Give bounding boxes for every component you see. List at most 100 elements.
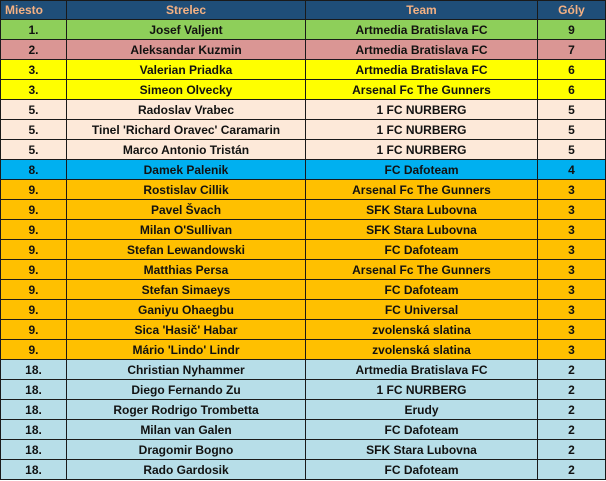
team-cell: Artmedia Bratislava FC	[305, 19, 538, 40]
scorer-cell: Tinel 'Richard Oravec' Caramarin	[66, 119, 306, 140]
table-row: 9. Sica 'Hasič' Habar zvolenská slatina …	[0, 319, 606, 340]
goals-cell: 2	[537, 439, 606, 460]
header-rank: Miesto	[0, 0, 67, 20]
goals-cell: 5	[537, 99, 606, 120]
rank-cell: 3.	[0, 59, 67, 80]
goals-cell: 2	[537, 399, 606, 420]
goals-cell: 9	[537, 19, 606, 40]
scorer-cell: Mário 'Lindo' Lindr	[66, 339, 306, 360]
scorer-cell: Stefan Lewandowski	[66, 239, 306, 260]
header-scorer: Strelec	[66, 0, 306, 20]
scorer-cell: Simeon Olvecky	[66, 79, 306, 100]
goals-cell: 6	[537, 79, 606, 100]
goals-cell: 4	[537, 159, 606, 180]
goals-cell: 3	[537, 279, 606, 300]
table-row: 18. Milan van Galen FC Dafoteam 2	[0, 419, 606, 440]
rank-cell: 5.	[0, 139, 67, 160]
team-cell: FC Dafoteam	[305, 239, 538, 260]
table-row: 18. Roger Rodrigo Trombetta Erudy 2	[0, 399, 606, 420]
table-row: 9. Stefan Lewandowski FC Dafoteam 3	[0, 239, 606, 260]
scorer-cell: Rostislav Cillik	[66, 179, 306, 200]
team-cell: Arsenal Fc The Gunners	[305, 259, 538, 280]
rank-cell: 9.	[0, 319, 67, 340]
table-row: 8. Damek Palenik FC Dafoteam 4	[0, 159, 606, 180]
table-row: 9. Pavel Švach SFK Stara Lubovna 3	[0, 199, 606, 220]
goals-cell: 2	[537, 459, 606, 480]
goals-cell: 2	[537, 379, 606, 400]
team-cell: Artmedia Bratislava FC	[305, 59, 538, 80]
rank-cell: 8.	[0, 159, 67, 180]
goals-cell: 3	[537, 199, 606, 220]
header-goals: Góly	[537, 0, 606, 20]
header-team: Team	[305, 0, 538, 20]
table-row: 9. Rostislav Cillik Arsenal Fc The Gunne…	[0, 179, 606, 200]
goals-cell: 3	[537, 319, 606, 340]
table-row: 9. Stefan Simaeys FC Dafoteam 3	[0, 279, 606, 300]
team-cell: zvolenská slatina	[305, 339, 538, 360]
rank-cell: 18.	[0, 379, 67, 400]
goals-cell: 3	[537, 179, 606, 200]
rank-cell: 9.	[0, 239, 67, 260]
goals-cell: 3	[537, 339, 606, 360]
scorer-cell: Josef Valjent	[66, 19, 306, 40]
table-row: 9. Ganiyu Ohaegbu FC Universal 3	[0, 299, 606, 320]
scorers-body: 1. Josef Valjent Artmedia Bratislava FC …	[0, 19, 606, 480]
table-row: 18. Rado Gardosik FC Dafoteam 2	[0, 459, 606, 480]
table-row: 18. Diego Fernando Zu 1 FC NURBERG 2	[0, 379, 606, 400]
rank-cell: 9.	[0, 259, 67, 280]
table-row: 2. Aleksandar Kuzmin Artmedia Bratislava…	[0, 39, 606, 60]
scorer-cell: Pavel Švach	[66, 199, 306, 220]
scorer-cell: Stefan Simaeys	[66, 279, 306, 300]
team-cell: Erudy	[305, 399, 538, 420]
team-cell: FC Dafoteam	[305, 159, 538, 180]
rank-cell: 5.	[0, 119, 67, 140]
goals-cell: 3	[537, 299, 606, 320]
goals-cell: 3	[537, 259, 606, 280]
table-row: 9. Matthias Persa Arsenal Fc The Gunners…	[0, 259, 606, 280]
team-cell: 1 FC NURBERG	[305, 139, 538, 160]
scorer-cell: Matthias Persa	[66, 259, 306, 280]
team-cell: zvolenská slatina	[305, 319, 538, 340]
table-row: 5. Marco Antonio Tristán 1 FC NURBERG 5	[0, 139, 606, 160]
team-cell: SFK Stara Lubovna	[305, 219, 538, 240]
team-cell: Artmedia Bratislava FC	[305, 39, 538, 60]
goals-cell: 3	[537, 219, 606, 240]
table-row: 5. Radoslav Vrabec 1 FC NURBERG 5	[0, 99, 606, 120]
scorer-cell: Sica 'Hasič' Habar	[66, 319, 306, 340]
table-row: 1. Josef Valjent Artmedia Bratislava FC …	[0, 19, 606, 40]
scorer-cell: Christian Nyhammer	[66, 359, 306, 380]
rank-cell: 9.	[0, 199, 67, 220]
goals-cell: 7	[537, 39, 606, 60]
rank-cell: 18.	[0, 439, 67, 460]
rank-cell: 18.	[0, 399, 67, 420]
table-row: 9. Mário 'Lindo' Lindr zvolenská slatina…	[0, 339, 606, 360]
team-cell: SFK Stara Lubovna	[305, 439, 538, 460]
goals-cell: 5	[537, 139, 606, 160]
team-cell: FC Universal	[305, 299, 538, 320]
rank-cell: 9.	[0, 339, 67, 360]
header-row: Miesto Strelec Team Góly	[0, 0, 606, 20]
team-cell: SFK Stara Lubovna	[305, 199, 538, 220]
rank-cell: 3.	[0, 79, 67, 100]
team-cell: FC Dafoteam	[305, 419, 538, 440]
scorer-cell: Roger Rodrigo Trombetta	[66, 399, 306, 420]
rank-cell: 18.	[0, 419, 67, 440]
team-cell: Arsenal Fc The Gunners	[305, 79, 538, 100]
team-cell: 1 FC NURBERG	[305, 119, 538, 140]
scorer-cell: Diego Fernando Zu	[66, 379, 306, 400]
table-row: 18. Dragomir Bogno SFK Stara Lubovna 2	[0, 439, 606, 460]
team-cell: Arsenal Fc The Gunners	[305, 179, 538, 200]
goals-cell: 2	[537, 419, 606, 440]
team-cell: Artmedia Bratislava FC	[305, 359, 538, 380]
rank-cell: 1.	[0, 19, 67, 40]
rank-cell: 18.	[0, 359, 67, 380]
rank-cell: 18.	[0, 459, 67, 480]
scorer-cell: Damek Palenik	[66, 159, 306, 180]
scorer-cell: Rado Gardosik	[66, 459, 306, 480]
rank-cell: 9.	[0, 219, 67, 240]
rank-cell: 9.	[0, 299, 67, 320]
rank-cell: 2.	[0, 39, 67, 60]
goals-cell: 5	[537, 119, 606, 140]
goals-cell: 6	[537, 59, 606, 80]
